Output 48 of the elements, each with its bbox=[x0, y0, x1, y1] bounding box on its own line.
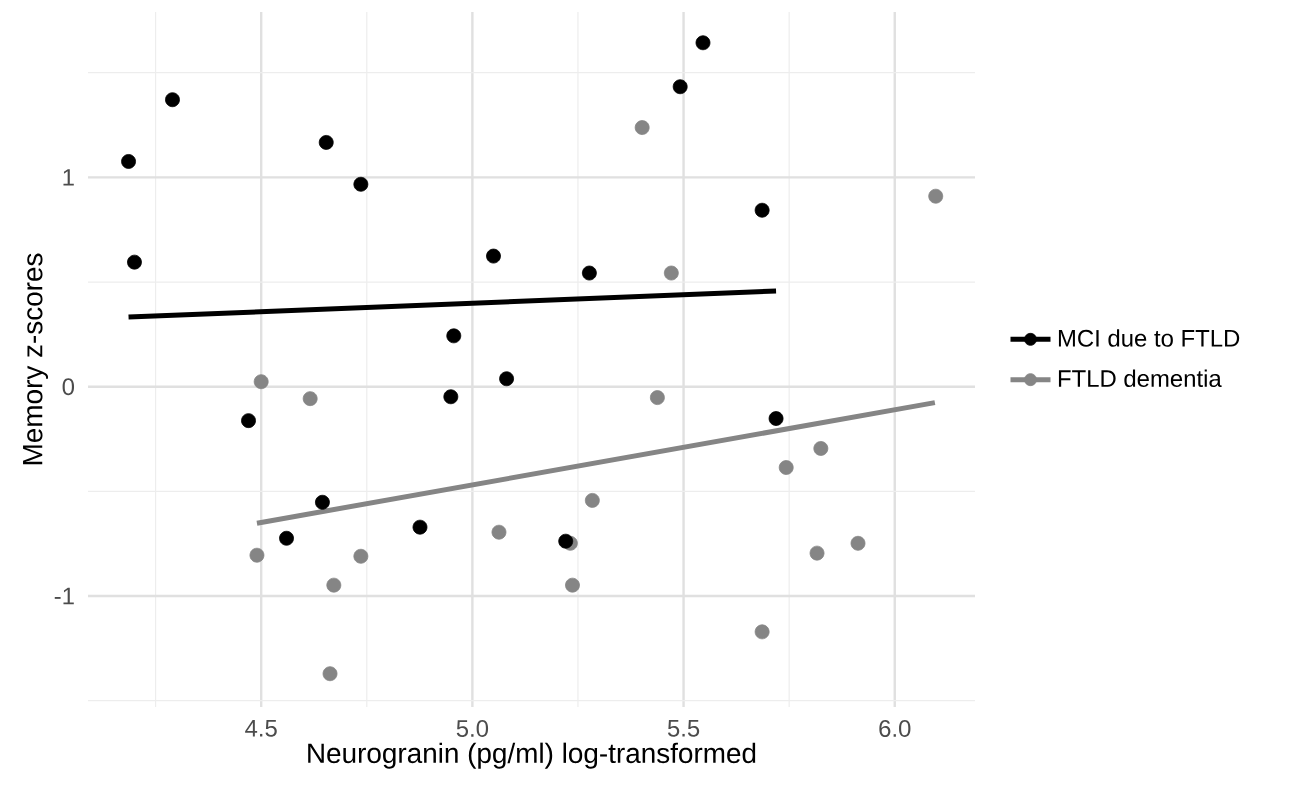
point bbox=[754, 624, 770, 640]
legend-label: FTLD dementia bbox=[1058, 369, 1222, 388]
point bbox=[241, 413, 256, 429]
point bbox=[809, 545, 825, 561]
point bbox=[121, 154, 136, 169]
x-axis-title: Neurogranin (pg/ml) log-transformed bbox=[308, 742, 756, 769]
point bbox=[326, 577, 342, 593]
y-tick-label: 1 bbox=[63, 169, 74, 186]
point bbox=[778, 460, 794, 475]
x-tick-label: 5.5 bbox=[667, 720, 700, 737]
point bbox=[443, 389, 459, 405]
point bbox=[634, 120, 650, 135]
point bbox=[558, 533, 574, 549]
point bbox=[318, 135, 334, 150]
x-tick-label: 5.0 bbox=[456, 720, 489, 737]
point bbox=[253, 374, 269, 390]
y-axis-title: Memory z-scores bbox=[23, 253, 49, 465]
point bbox=[649, 390, 665, 405]
point bbox=[127, 254, 142, 270]
point bbox=[302, 391, 318, 407]
point bbox=[279, 530, 294, 546]
point bbox=[249, 547, 265, 563]
point bbox=[663, 265, 679, 281]
legend-label: MCI due to FTLD bbox=[1058, 329, 1240, 347]
point bbox=[353, 176, 369, 192]
point bbox=[499, 371, 514, 387]
point bbox=[768, 411, 784, 426]
point bbox=[446, 328, 462, 344]
point bbox=[672, 79, 688, 95]
point bbox=[412, 519, 428, 535]
point bbox=[353, 548, 369, 564]
point bbox=[315, 494, 330, 510]
point bbox=[565, 577, 580, 593]
x-tick-label: 4.5 bbox=[245, 720, 277, 737]
point bbox=[165, 92, 180, 108]
point bbox=[491, 524, 507, 540]
point bbox=[928, 188, 944, 204]
point bbox=[850, 535, 866, 551]
point bbox=[584, 492, 600, 508]
point bbox=[754, 202, 770, 218]
point bbox=[813, 441, 829, 456]
y-tick-label: 0 bbox=[62, 378, 75, 396]
point bbox=[695, 35, 711, 51]
point bbox=[322, 666, 338, 682]
x-tick-label: 6.0 bbox=[879, 720, 911, 737]
point bbox=[486, 248, 501, 264]
point bbox=[581, 265, 597, 281]
y-tick-label: -1 bbox=[54, 587, 74, 605]
